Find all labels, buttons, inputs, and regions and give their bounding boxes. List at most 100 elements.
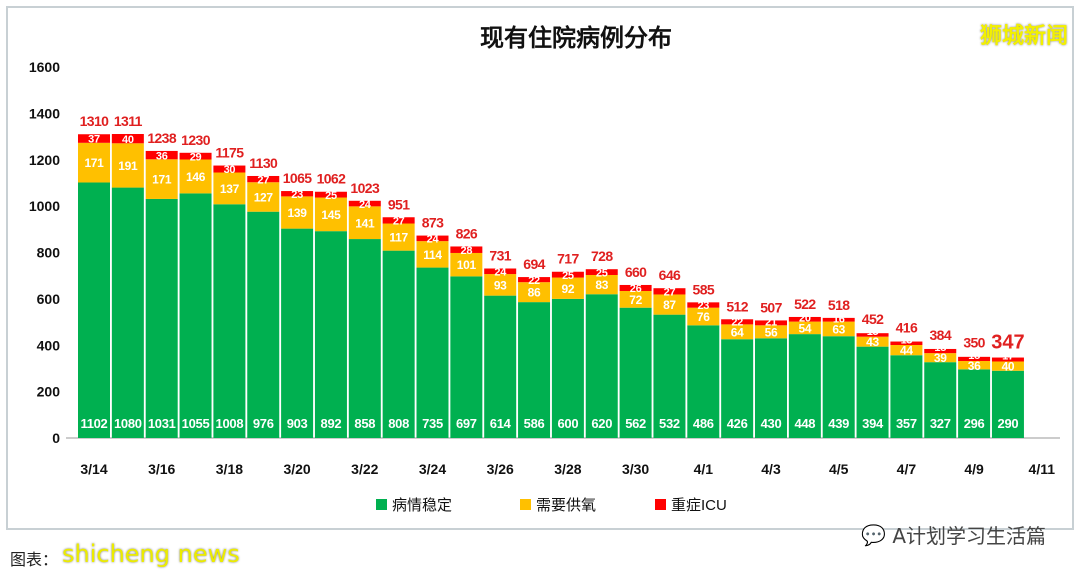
wechat-account-name: A计划学习生活篇 xyxy=(892,524,1046,548)
x-tick-label: 4/1 xyxy=(694,461,714,477)
bar-segment xyxy=(416,235,449,242)
segment-label: 40 xyxy=(1002,360,1015,374)
bar-segment xyxy=(111,134,144,144)
segment-label: 486 xyxy=(693,416,714,431)
bar-segment xyxy=(213,204,246,438)
total-label: 1130 xyxy=(249,155,278,171)
bar-segment xyxy=(991,357,1024,362)
bar-segment xyxy=(687,325,720,438)
total-label: 1238 xyxy=(147,130,177,146)
segment-label: 23 xyxy=(697,300,709,312)
segment-label: 858 xyxy=(354,416,375,431)
bar-segment xyxy=(348,239,381,438)
bar-segment xyxy=(653,288,686,295)
total-label: 1062 xyxy=(317,171,347,187)
segment-label: 64 xyxy=(731,325,744,339)
segment-label: 37 xyxy=(88,134,100,146)
bar-segment xyxy=(585,294,618,438)
bar-segment xyxy=(958,369,991,438)
segment-label: 16 xyxy=(833,313,845,325)
total-label: 873 xyxy=(422,215,444,231)
bar-segment xyxy=(213,172,246,205)
bar-segment xyxy=(991,370,1024,438)
segment-label: 290 xyxy=(998,416,1019,431)
bar-segment xyxy=(382,223,415,251)
bar-segment xyxy=(145,150,178,160)
total-label: 694 xyxy=(523,256,545,272)
bar-segment xyxy=(721,339,754,438)
x-tick-label: 3/22 xyxy=(351,461,378,477)
segment-label: 39 xyxy=(934,351,947,365)
bar-segment xyxy=(145,159,178,199)
bar-segment xyxy=(788,321,821,335)
segment-label: 1055 xyxy=(182,416,210,431)
segment-label: 30 xyxy=(224,164,236,176)
bar-segment xyxy=(416,241,449,268)
x-tick-label: 3/20 xyxy=(283,461,310,477)
bar-segment xyxy=(518,277,551,283)
segment-label: 63 xyxy=(832,322,845,336)
segment-label: 430 xyxy=(761,416,782,431)
total-label: 646 xyxy=(659,267,681,283)
bar-segment xyxy=(281,228,314,438)
segment-label: 139 xyxy=(288,206,308,220)
bar-segment xyxy=(788,334,821,438)
segment-label: 15 xyxy=(901,335,913,347)
bar-segment xyxy=(619,284,652,291)
total-label: 452 xyxy=(862,311,884,327)
y-tick-label: 200 xyxy=(37,384,61,400)
bar-segment xyxy=(314,231,347,438)
segment-label: 145 xyxy=(321,208,341,222)
bar-segment xyxy=(788,316,821,322)
segment-label: 24 xyxy=(359,199,372,211)
segment-label: 36 xyxy=(156,150,168,162)
bar-segment xyxy=(179,152,212,160)
bar-segment xyxy=(247,182,280,212)
stacked-bar-chart: 现有住院病例分布 0 200 400 600 800 1000 1200 1400 1600 3/… xyxy=(29,24,1060,514)
legend-swatch xyxy=(520,499,531,510)
bar-segment xyxy=(958,361,991,370)
total-label: 1310 xyxy=(80,113,110,129)
chart-frame xyxy=(6,6,1074,530)
segment-label: 357 xyxy=(896,416,917,431)
bar-segment xyxy=(822,321,855,337)
total-label: 507 xyxy=(760,299,782,315)
total-label: 1065 xyxy=(283,170,313,186)
wechat-icon: 💬 xyxy=(861,522,887,547)
total-label: 1023 xyxy=(350,180,380,196)
bar-segment xyxy=(890,345,923,356)
y-tick-label: 1000 xyxy=(29,198,60,214)
bar-segment xyxy=(551,277,584,299)
bar-segment xyxy=(348,200,381,207)
segment-label: 191 xyxy=(118,159,138,173)
segment-label: 735 xyxy=(422,416,443,431)
bar-segment xyxy=(314,197,347,232)
bar-segment xyxy=(856,336,889,347)
bar-segment xyxy=(924,353,957,363)
bar-segment xyxy=(450,252,483,277)
bar-segment xyxy=(213,165,246,173)
segment-label: 28 xyxy=(461,245,473,257)
bar-segment xyxy=(856,346,889,438)
segment-label: 24 xyxy=(427,234,440,246)
bar-segment xyxy=(78,142,110,183)
segment-label: 327 xyxy=(930,416,951,431)
total-label: 731 xyxy=(489,247,511,263)
bar-segment xyxy=(653,294,686,315)
segment-label: 614 xyxy=(490,416,512,431)
segment-label: 43 xyxy=(866,335,879,349)
legend-swatch xyxy=(376,499,387,510)
bar-segment xyxy=(281,191,314,197)
segment-label: 27 xyxy=(664,287,676,299)
total-label: 347 xyxy=(991,331,1024,353)
bar-segment xyxy=(247,211,280,438)
bar-segment xyxy=(382,217,415,224)
segment-label: 394 xyxy=(862,416,884,431)
segment-label: 903 xyxy=(287,416,308,431)
bar-segment xyxy=(856,333,889,337)
segment-label: 44 xyxy=(900,344,913,358)
segment-label: 137 xyxy=(220,182,240,196)
segment-label: 141 xyxy=(355,216,375,230)
bar-segment xyxy=(314,191,347,198)
bar-segment xyxy=(687,302,720,308)
